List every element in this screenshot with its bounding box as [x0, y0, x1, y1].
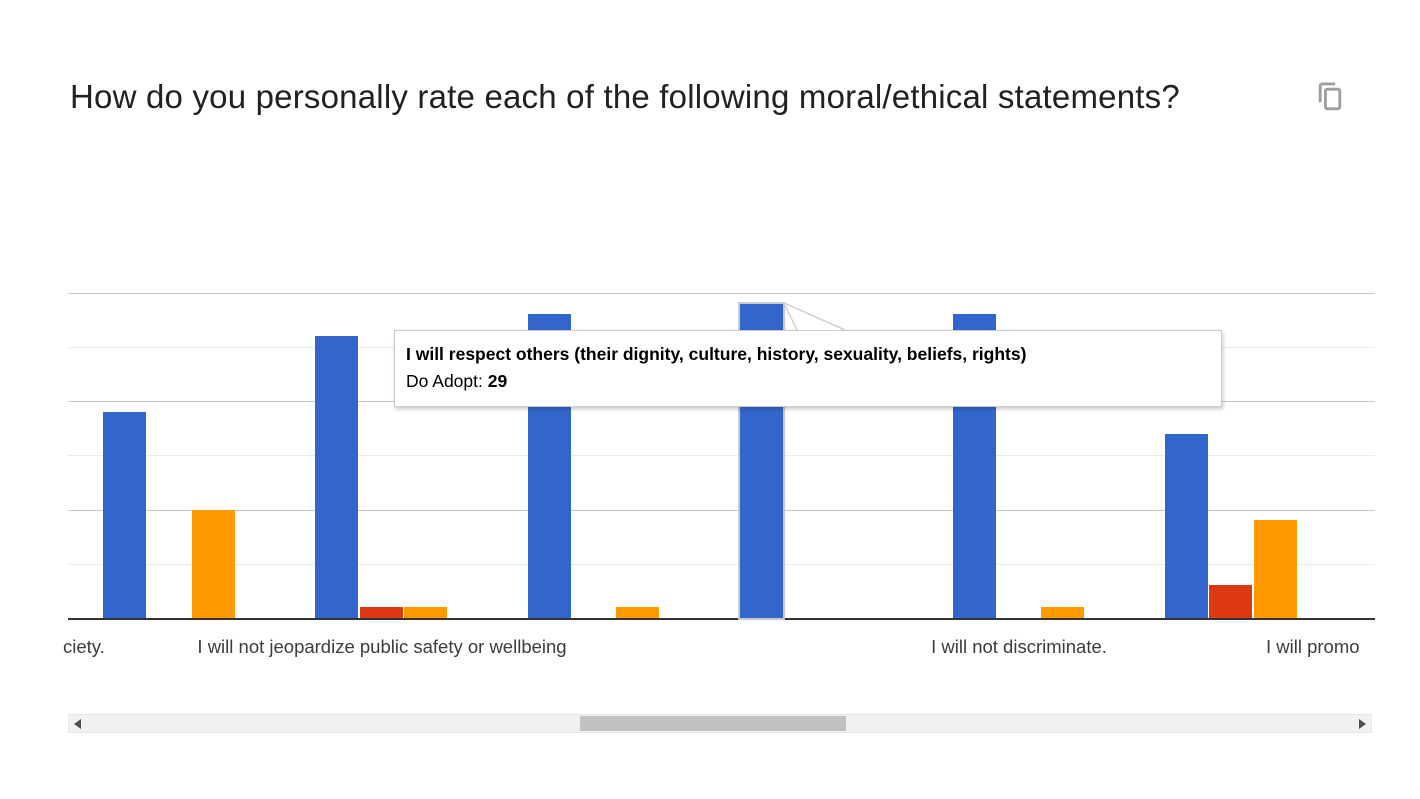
x-axis-label-2: I will not jeopardize public safety or w…	[197, 636, 567, 657]
horizontal-scrollbar-thumb[interactable]	[580, 716, 846, 731]
scroll-right-arrow-icon	[1359, 718, 1366, 729]
bar-series-2-group-2[interactable]	[359, 607, 403, 618]
bar-do-adopt-group-6[interactable]	[1165, 433, 1208, 618]
copy-chart-button[interactable]	[1308, 76, 1352, 120]
chart-tooltip: I will respect others (their dignity, cu…	[394, 330, 1222, 407]
bar-series-2-group-6[interactable]	[1209, 585, 1253, 618]
gridline-minor-5	[68, 563, 1375, 565]
gridline-minor-15	[68, 455, 1375, 457]
bar-series-3-group-5[interactable]	[1041, 607, 1085, 618]
scroll-right-button[interactable]	[1354, 715, 1371, 732]
horizontal-scrollbar-track[interactable]	[68, 714, 1372, 733]
gridline-major-10	[68, 509, 1375, 511]
x-axis-baseline	[68, 618, 1375, 620]
tooltip-value: 29	[487, 371, 508, 391]
scroll-left-button[interactable]	[69, 715, 86, 732]
gridline-major-30	[68, 292, 1375, 294]
bar-do-adopt-group-1[interactable]	[103, 412, 146, 618]
bar-series-3-group-6[interactable]	[1253, 520, 1297, 618]
bar-series-3-group-3[interactable]	[616, 607, 660, 618]
bar-do-adopt-group-2[interactable]	[315, 336, 359, 618]
tooltip-value-line: Do Adopt: 29	[406, 370, 1210, 392]
bar-series-3-group-1[interactable]	[191, 509, 235, 618]
x-axis-label-1: ciety.	[63, 636, 105, 657]
scroll-left-arrow-icon	[74, 718, 81, 729]
x-axis-label-3: I will not discriminate.	[931, 636, 1107, 657]
page-title: How do you personally rate each of the f…	[70, 78, 1180, 115]
x-axis-label-4: I will promo	[1266, 636, 1360, 657]
copy-icon	[1314, 80, 1346, 117]
tooltip-category-label: I will respect others (their dignity, cu…	[406, 344, 1027, 364]
bar-series-3-group-2[interactable]	[404, 607, 447, 618]
tooltip-series-label: Do Adopt:	[406, 371, 488, 391]
